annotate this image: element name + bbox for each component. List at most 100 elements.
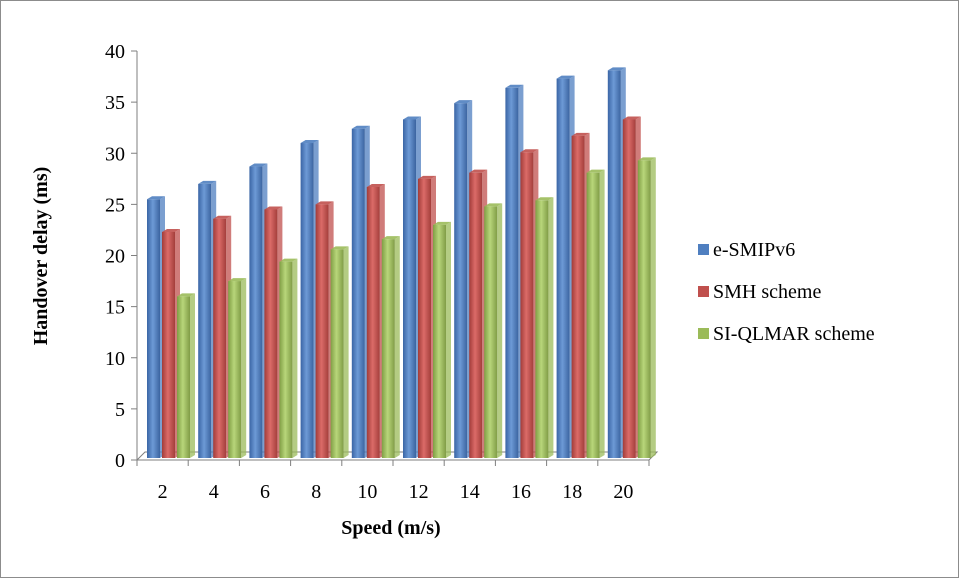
- y-tick-label: 10: [105, 348, 125, 370]
- x-tick-label: 16: [511, 481, 531, 503]
- x-tick-label: 6: [260, 481, 270, 503]
- bar-top: [264, 206, 283, 210]
- bar-front: [469, 172, 483, 459]
- bar-top: [586, 169, 605, 173]
- bar-front: [535, 200, 549, 458]
- bar-side: [497, 203, 503, 458]
- bar-side: [394, 236, 400, 458]
- bar-top: [177, 293, 195, 297]
- y-tick-label: 35: [105, 92, 125, 114]
- bar: [535, 197, 554, 458]
- bar-side: [241, 278, 247, 458]
- bar-side: [599, 169, 605, 459]
- legend-label: SI-QLMAR scheme: [713, 323, 875, 345]
- bar-front: [381, 239, 395, 458]
- bar-side: [343, 246, 349, 458]
- bar-top: [535, 197, 554, 201]
- x-tick-label: 2: [158, 481, 168, 503]
- bar: [484, 203, 503, 458]
- bar: [330, 246, 349, 458]
- bar-top: [433, 221, 451, 225]
- legend-swatch: [698, 286, 709, 297]
- bar-top: [505, 84, 524, 88]
- bar-top: [607, 67, 626, 71]
- bar: [177, 293, 195, 458]
- y-tick-label: 30: [105, 143, 125, 165]
- bar-front: [586, 172, 600, 459]
- bar-top: [147, 196, 165, 200]
- x-axis-title: Speed (m/s): [341, 517, 440, 539]
- bar-front: [637, 160, 651, 458]
- bar: [381, 236, 400, 458]
- bar-top: [300, 140, 319, 144]
- bar-front: [315, 204, 329, 458]
- bar-top: [418, 175, 436, 179]
- legend-swatch: [698, 328, 709, 339]
- bar-top: [351, 125, 370, 129]
- bar-top: [366, 183, 385, 187]
- bar: [637, 157, 656, 458]
- legend-label: SMH scheme: [713, 281, 821, 303]
- bars: [147, 67, 656, 459]
- x-tick-label: 8: [311, 481, 321, 503]
- legend-label: e-SMIPv6: [713, 239, 795, 261]
- bar-front: [433, 224, 446, 458]
- x-tick-label: 18: [562, 481, 582, 503]
- legend-item: e-SMIPv6: [698, 239, 795, 261]
- bar-front: [300, 143, 314, 458]
- y-tick-label: 15: [105, 297, 125, 319]
- bar-top: [381, 236, 400, 240]
- bar-top: [520, 149, 539, 153]
- bar-top: [637, 157, 656, 161]
- bar-front: [177, 296, 190, 458]
- bar-front: [162, 231, 175, 458]
- y-tick-label: 40: [105, 41, 125, 63]
- bar-top: [403, 116, 421, 120]
- bar-top: [198, 180, 217, 184]
- bar-top: [622, 116, 641, 120]
- bar-front: [228, 281, 242, 458]
- bar-top: [315, 201, 334, 205]
- bar-front: [198, 183, 212, 459]
- bar-front: [249, 166, 263, 459]
- bar-front: [351, 128, 365, 458]
- legend-swatch: [698, 244, 709, 255]
- legend-item: SI-QLMAR scheme: [698, 323, 875, 345]
- bar-top: [454, 100, 473, 104]
- bar-front: [264, 209, 278, 458]
- y-tick-label: 20: [105, 246, 125, 268]
- bar-top: [213, 215, 232, 219]
- bar-side: [190, 293, 195, 458]
- bar-front: [147, 199, 160, 458]
- x-tick-label: 10: [357, 481, 377, 503]
- bar-front: [418, 178, 431, 458]
- bar-top: [330, 246, 349, 250]
- y-axis-ticks: 0 5 10 15 20 25 30 35 40: [105, 41, 137, 472]
- bar-top: [484, 203, 503, 207]
- bar-front: [484, 206, 498, 458]
- bar-front: [213, 218, 227, 458]
- bar-top: [571, 132, 590, 136]
- legend: e-SMIPv6 SMH scheme SI-QLMAR scheme: [698, 239, 875, 345]
- bar-front: [520, 152, 534, 459]
- bar-front: [279, 261, 293, 458]
- x-tick-label: 12: [409, 481, 429, 503]
- bar-front: [403, 119, 416, 458]
- bar-front: [622, 119, 636, 458]
- bar: [228, 278, 247, 458]
- y-axis-title: Handover delay (ms): [30, 167, 52, 346]
- bar-top: [249, 163, 268, 167]
- bar-front: [607, 70, 621, 459]
- bar-top: [228, 278, 247, 282]
- bar-front: [505, 87, 519, 458]
- bar-side: [446, 221, 451, 458]
- y-tick-label: 5: [115, 399, 125, 421]
- y-tick-label: 25: [105, 194, 125, 216]
- bar-side: [650, 157, 656, 458]
- bar-top: [279, 258, 298, 262]
- bar-top: [469, 169, 488, 173]
- bar-front: [454, 103, 468, 459]
- bar-front: [556, 78, 570, 459]
